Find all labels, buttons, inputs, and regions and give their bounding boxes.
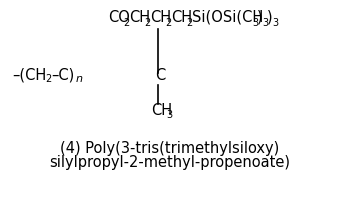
Text: $n$: $n$ <box>75 73 83 83</box>
Text: CO: CO <box>108 10 130 25</box>
Text: 2: 2 <box>165 17 171 27</box>
Text: C: C <box>155 67 165 82</box>
Text: silylpropyl-2-methyl-propenoate): silylpropyl-2-methyl-propenoate) <box>50 155 290 170</box>
Text: ): ) <box>257 10 262 25</box>
Text: 3: 3 <box>252 17 258 27</box>
Text: (4) Poly(3-tris(trimethylsiloxy): (4) Poly(3-tris(trimethylsiloxy) <box>61 140 279 155</box>
Text: 3: 3 <box>262 17 268 27</box>
Text: 2: 2 <box>186 17 192 27</box>
Text: 3: 3 <box>166 110 172 120</box>
Text: –(CH: –(CH <box>12 67 46 82</box>
Text: 2: 2 <box>45 73 51 83</box>
Text: 2: 2 <box>123 17 129 27</box>
Text: CH: CH <box>150 10 171 25</box>
Text: ): ) <box>267 10 273 25</box>
Text: CH: CH <box>151 102 172 117</box>
Text: CH: CH <box>171 10 192 25</box>
Text: 2: 2 <box>144 17 150 27</box>
Text: CH: CH <box>129 10 150 25</box>
Text: –C): –C) <box>51 67 74 82</box>
Text: Si(OSi(CH: Si(OSi(CH <box>192 10 263 25</box>
Text: 3: 3 <box>272 17 278 27</box>
